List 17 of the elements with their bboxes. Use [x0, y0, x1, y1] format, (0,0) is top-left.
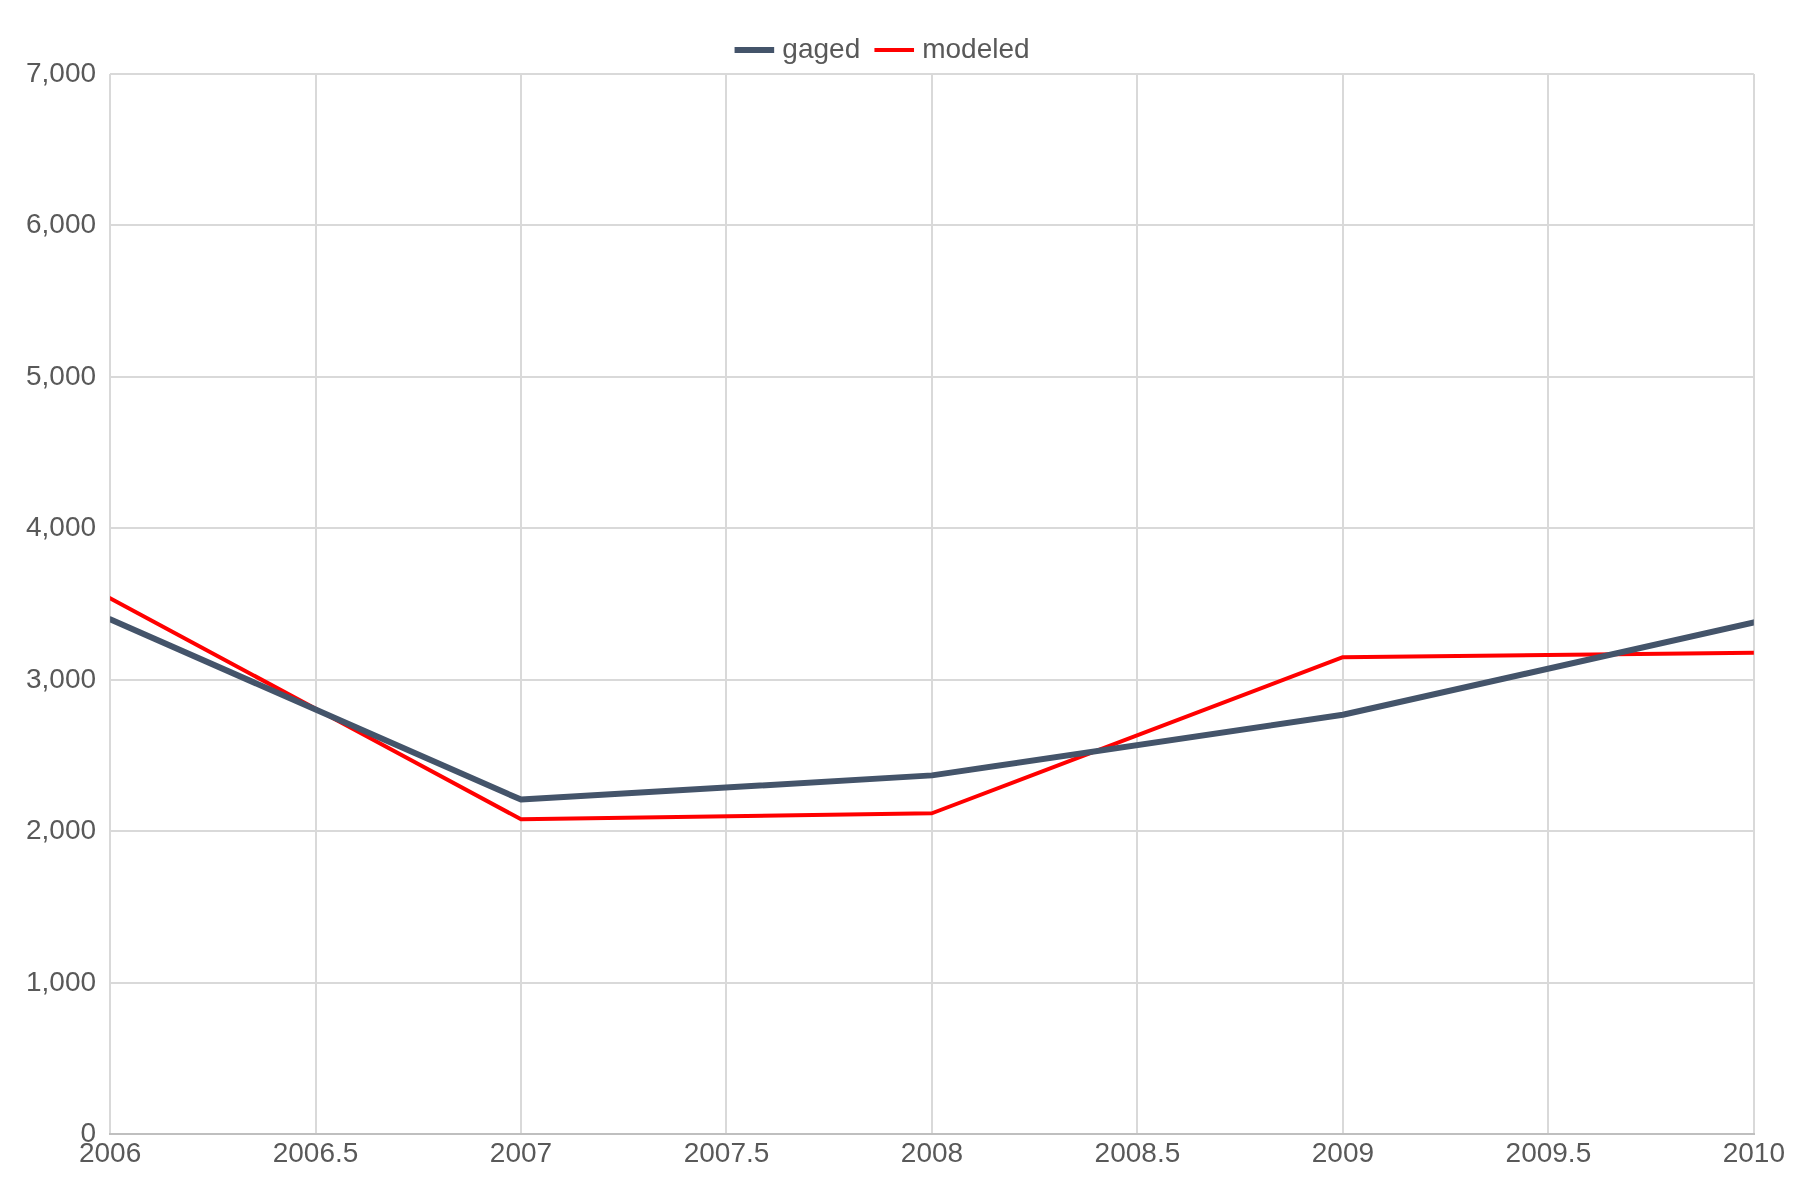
x-tick-label: 2009 — [1311, 1136, 1375, 1168]
y-tick-label: 1,000 — [25, 965, 97, 997]
x-tick-label: 2007 — [489, 1136, 553, 1168]
x-tick-label: 2010 — [1722, 1136, 1785, 1168]
x-tick-label: 2006.5 — [272, 1136, 359, 1168]
x-tick-label: 2008.5 — [1094, 1136, 1181, 1168]
y-tick-label: 2,000 — [25, 814, 97, 846]
legend-label: gaged — [782, 32, 861, 64]
y-tick-label: 3,000 — [25, 662, 97, 694]
x-tick-label: 2008 — [900, 1136, 964, 1168]
y-tick-label: 6,000 — [25, 208, 97, 240]
x-tick-label: 2009.5 — [1505, 1136, 1592, 1168]
y-tick-label: 5,000 — [25, 359, 97, 391]
x-tick-label: 2007.5 — [683, 1136, 770, 1168]
y-tick-label: 4,000 — [25, 511, 97, 543]
y-tick-label: 7,000 — [25, 56, 97, 88]
legend-label: modeled — [922, 32, 1030, 64]
